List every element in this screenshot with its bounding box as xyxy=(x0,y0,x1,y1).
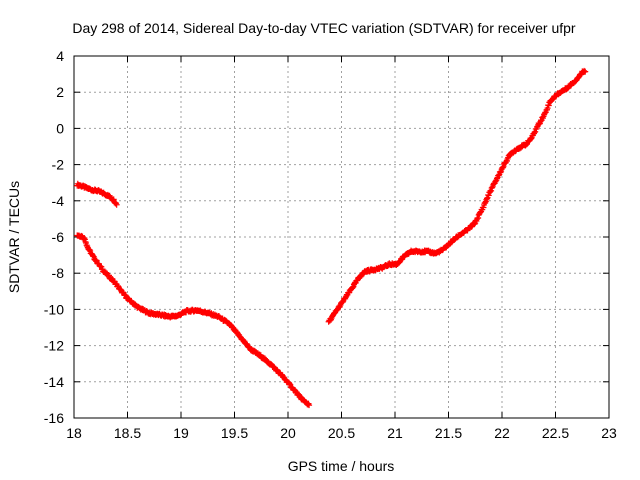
y-tick-label: -8 xyxy=(52,265,65,281)
y-tick-label: 0 xyxy=(56,120,64,136)
x-tick-label: 21.5 xyxy=(435,425,462,441)
y-tick-label: -10 xyxy=(44,301,64,317)
x-tick-label: 18 xyxy=(66,425,82,441)
x-axis-label: GPS time / hours xyxy=(288,458,395,474)
y-tick-label: 2 xyxy=(56,84,64,100)
x-tick-label: 23 xyxy=(601,425,617,441)
y-tick-label: -12 xyxy=(44,338,64,354)
y-tick-label: -14 xyxy=(44,374,64,390)
y-axis: -16 -14 -12 -10 -8 -6 -4 -2 0 2 4 xyxy=(44,48,609,426)
data-point xyxy=(113,201,120,208)
series-segment-2 xyxy=(74,232,313,409)
y-tick-label: -6 xyxy=(52,229,65,245)
x-tick-label: 20.5 xyxy=(328,425,355,441)
data-points xyxy=(74,67,589,409)
x-axis: 18 18.5 19 19.5 20 20.5 21 21.5 22 22.5 23 xyxy=(66,56,617,441)
x-tick-label: 22 xyxy=(494,425,510,441)
y-axis-label: SDTVAR / TECUs xyxy=(6,181,22,293)
x-tick-label: 19 xyxy=(173,425,189,441)
x-tick-label: 20 xyxy=(280,425,296,441)
grid xyxy=(74,56,609,418)
data-point xyxy=(306,402,313,409)
x-tick-label: 18.5 xyxy=(114,425,141,441)
data-point xyxy=(582,68,589,75)
y-tick-label: -4 xyxy=(52,193,65,209)
y-tick-label: -2 xyxy=(52,157,65,173)
series-segment-1 xyxy=(74,180,120,208)
x-tick-label: 21 xyxy=(387,425,403,441)
y-tick-label: -16 xyxy=(44,410,64,426)
series-segment-3 xyxy=(325,67,589,325)
y-tick-label: 4 xyxy=(56,48,64,64)
x-tick-label: 19.5 xyxy=(221,425,248,441)
chart-title: Day 298 of 2014, Sidereal Day-to-day VTE… xyxy=(72,20,576,36)
x-tick-label: 22.5 xyxy=(542,425,569,441)
